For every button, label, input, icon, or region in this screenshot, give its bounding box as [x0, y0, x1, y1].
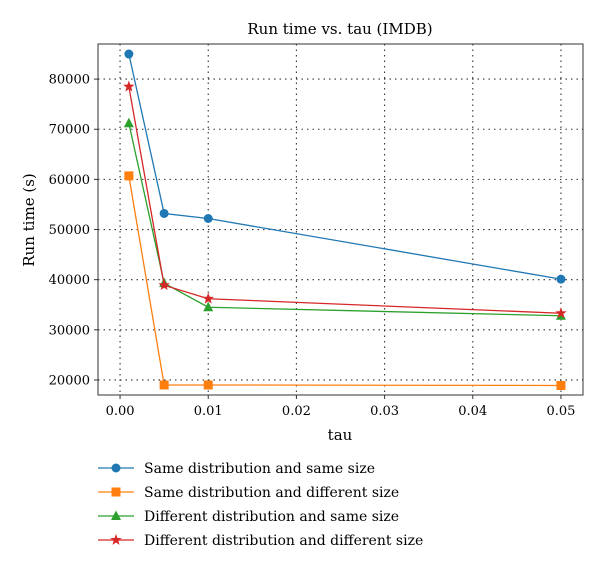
legend: Same distribution and same size Same dist…: [98, 461, 423, 549]
legend-item: Same distribution and different size: [98, 485, 399, 501]
legend-marker: [111, 510, 121, 520]
data-point: [158, 279, 170, 291]
legend-marker: [111, 487, 121, 497]
series-line: [128, 53, 562, 280]
x-tick-label: 0.00: [106, 404, 135, 419]
y-axis-ticks: 20000 30000 40000 50000 60000 70000 80000: [49, 73, 98, 388]
legend-label: Different distribution and same size: [144, 509, 399, 525]
y-tick-label: 50000: [49, 223, 90, 238]
data-point: [202, 292, 214, 304]
legend-label: Same distribution and same size: [144, 461, 375, 477]
series-line: [128, 175, 561, 387]
chart-title: Run time vs. tau (IMDB): [247, 20, 432, 38]
data-point: [555, 307, 567, 319]
y-tick-label: 20000: [49, 373, 90, 388]
legend-marker: [110, 534, 122, 545]
series-1: [124, 49, 566, 284]
data-point: [123, 80, 135, 92]
x-tick-label: 0.01: [194, 404, 223, 419]
x-tick-label: 0.03: [370, 404, 399, 419]
data-point: [203, 301, 214, 312]
series-3: [123, 117, 566, 320]
data-point: [203, 380, 213, 390]
y-tick-label: 60000: [49, 173, 90, 188]
data-point: [159, 380, 169, 390]
series-line: [128, 123, 561, 317]
x-axis-label: tau: [328, 426, 353, 444]
x-tick-label: 0.05: [546, 404, 575, 419]
data-point: [203, 213, 213, 223]
x-tick-label: 0.04: [458, 404, 487, 419]
plot-area: [97, 43, 584, 396]
series-line: [128, 86, 561, 314]
series-4: [123, 80, 567, 319]
data-point: [124, 171, 134, 181]
legend-label: Same distribution and different size: [144, 485, 399, 501]
series-group: [123, 49, 567, 390]
x-tick-label: 0.02: [282, 404, 311, 419]
legend-item: Same distribution and same size: [98, 461, 375, 477]
legend-item: Different distribution and same size: [98, 509, 399, 525]
x-axis-ticks: 0.00 0.01 0.02 0.03 0.04 0.05: [106, 395, 575, 419]
y-tick-label: 40000: [49, 273, 90, 288]
data-point: [556, 380, 566, 390]
y-axis-label: Run time (s): [20, 173, 38, 266]
series-2: [124, 171, 566, 390]
y-tick-label: 80000: [49, 73, 90, 88]
data-point: [159, 208, 169, 218]
grid: [98, 44, 583, 395]
legend-item: Different distribution and different siz…: [98, 533, 423, 549]
legend-marker: [111, 463, 121, 473]
data-point: [124, 49, 134, 59]
legend-label: Different distribution and different siz…: [144, 533, 423, 549]
y-tick-label: 70000: [49, 123, 90, 138]
y-tick-label: 30000: [49, 323, 90, 338]
data-point: [123, 117, 134, 128]
data-point: [556, 274, 566, 284]
